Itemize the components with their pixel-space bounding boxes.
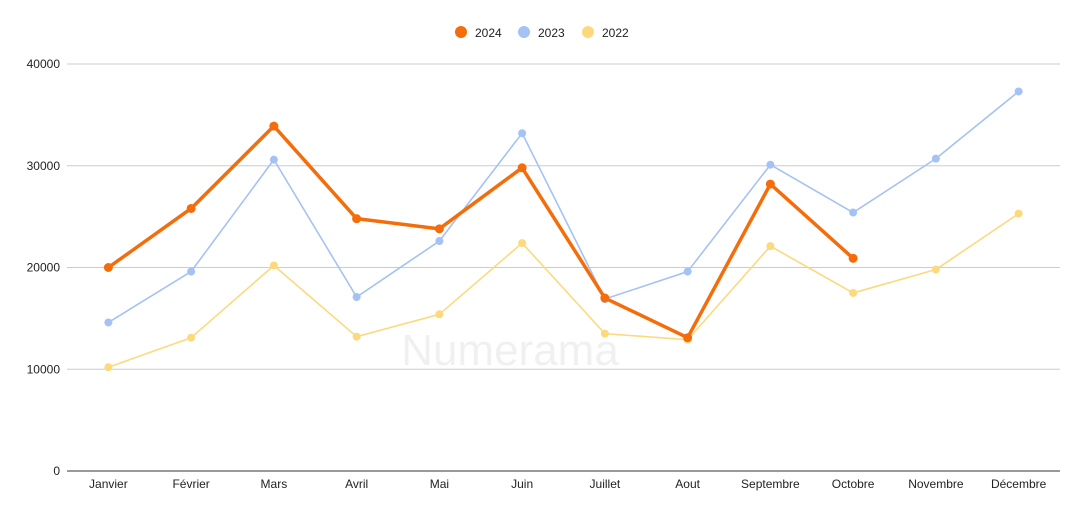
series-line-2024 bbox=[106, 124, 855, 340]
data-point-2024 bbox=[186, 203, 196, 213]
data-point-2024 bbox=[434, 224, 444, 234]
x-tick-label: Décembre bbox=[991, 477, 1047, 491]
axes: 0 10000 20000 30000 40000 Janvier Février Mars A… bbox=[27, 57, 1047, 491]
data-point-2023 bbox=[931, 154, 940, 163]
x-tick-label: Aout bbox=[675, 477, 700, 491]
data-point-2022 bbox=[352, 332, 361, 341]
data-point-2023 bbox=[766, 160, 775, 169]
series-2023 bbox=[104, 87, 1023, 327]
series-2022 bbox=[104, 209, 1023, 372]
y-tick-label: 20000 bbox=[27, 261, 61, 275]
data-point-2023 bbox=[435, 237, 444, 246]
legend-item-2022: 2022 bbox=[582, 26, 629, 40]
data-point-2022 bbox=[766, 242, 775, 251]
x-tick-label: Mai bbox=[430, 477, 449, 491]
data-point-2024 bbox=[269, 121, 279, 131]
legend-swatch bbox=[582, 26, 594, 38]
x-tick-label: Septembre bbox=[741, 477, 800, 491]
data-point-2023 bbox=[1014, 87, 1023, 96]
legend-label: 2022 bbox=[602, 26, 629, 40]
legend: 2024 2023 2022 bbox=[455, 26, 629, 40]
data-point-2023 bbox=[104, 318, 113, 327]
data-point-2024 bbox=[600, 293, 610, 303]
data-point-2023 bbox=[683, 267, 692, 276]
x-tick-label: Avril bbox=[345, 477, 368, 491]
data-point-2022 bbox=[600, 329, 609, 338]
data-point-2022 bbox=[931, 265, 940, 274]
data-point-2022 bbox=[1014, 209, 1023, 218]
legend-item-2023: 2023 bbox=[518, 26, 565, 40]
y-tick-label: 40000 bbox=[27, 57, 61, 71]
gridlines bbox=[67, 63, 1060, 472]
x-tick-label: Juillet bbox=[590, 477, 621, 491]
data-point-2023 bbox=[849, 208, 858, 217]
series bbox=[103, 87, 1023, 372]
x-tick-label: Février bbox=[172, 477, 209, 491]
y-tick-label: 30000 bbox=[27, 159, 61, 173]
data-point-2022 bbox=[849, 288, 858, 297]
data-point-2023 bbox=[352, 293, 361, 302]
x-tick-label: Mars bbox=[261, 477, 288, 491]
data-point-2023 bbox=[187, 267, 196, 276]
x-tick-label: Octobre bbox=[832, 477, 875, 491]
series-2024 bbox=[103, 121, 858, 343]
y-tick-label: 0 bbox=[53, 464, 60, 478]
y-tick-label: 10000 bbox=[27, 362, 61, 376]
x-tick-label: Juin bbox=[511, 477, 533, 491]
legend-swatch bbox=[518, 26, 530, 38]
data-point-2024 bbox=[848, 253, 858, 263]
data-point-2024 bbox=[352, 214, 362, 224]
data-point-2024 bbox=[683, 333, 693, 343]
x-tick-label: Novembre bbox=[908, 477, 964, 491]
data-point-2023 bbox=[269, 155, 278, 164]
legend-item-2024: 2024 bbox=[455, 26, 502, 40]
legend-swatch bbox=[455, 26, 467, 38]
watermark: Numerama bbox=[401, 326, 619, 375]
data-point-2022 bbox=[435, 310, 444, 319]
data-point-2022 bbox=[187, 333, 196, 342]
data-point-2024 bbox=[103, 263, 113, 272]
data-point-2024 bbox=[765, 179, 775, 189]
data-point-2022 bbox=[269, 261, 278, 270]
series-line-2023 bbox=[107, 90, 1020, 324]
data-point-2024 bbox=[517, 163, 527, 173]
data-point-2022 bbox=[518, 239, 527, 248]
data-point-2023 bbox=[518, 129, 527, 138]
series-line-2022 bbox=[107, 212, 1020, 369]
legend-label: 2023 bbox=[538, 26, 565, 40]
data-point-2022 bbox=[104, 363, 113, 372]
x-tick-label: Janvier bbox=[89, 477, 128, 491]
legend-label: 2024 bbox=[475, 26, 502, 40]
